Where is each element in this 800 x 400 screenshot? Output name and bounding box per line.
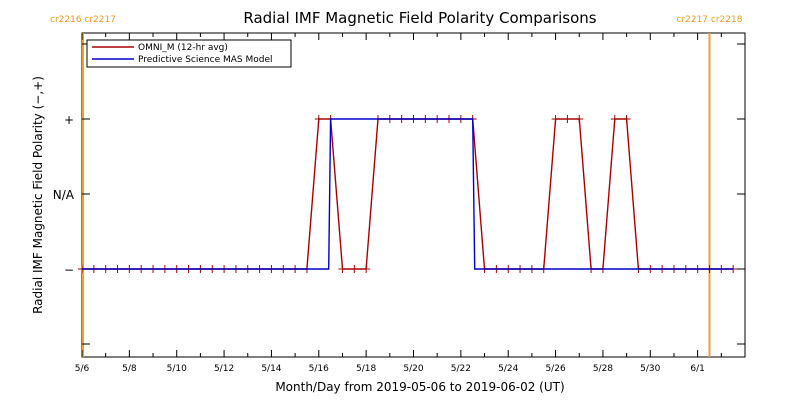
x-tick-label: 5/10 [167,364,187,374]
legend-label-omni: OMNI_M (12-hr avg) [138,43,228,53]
x-tick-label: 5/22 [451,364,471,374]
legend-label-mas: Predictive Science MAS Model [138,55,273,65]
x-tick-label: 5/30 [640,364,660,374]
x-tick-label: 5/20 [403,364,423,374]
carrington-label: cr2217 cr2218 [676,15,742,25]
chart-title: Radial IMF Magnetic Field Polarity Compa… [243,9,596,27]
x-tick-label: 5/18 [356,364,376,374]
legend: OMNI_M (12-hr avg) Predictive Science MA… [86,39,292,68]
carrington-markers: cr2216 cr2217 cr2217 cr2218 [50,15,743,357]
y-axis-label: Radial IMF Magnetic Field Polarity (−,+) [31,76,45,314]
series-layer [78,115,738,273]
x-tick-label: 5/26 [545,364,565,374]
x-tick-label: 5/24 [498,364,518,374]
y-tick-label: N/A [53,188,75,202]
x-tick-label: 5/6 [75,364,90,374]
x-tick-label: 5/12 [214,364,234,374]
y-tick-label: + [64,113,74,127]
x-axis-ticks: 5/6 5/8 5/10 5/12 5/14 5/16 5/18 5/20 5/22 5/24 5/… [75,33,722,374]
y-tick-label: − [64,263,74,277]
data-point [338,265,347,273]
x-tick-label: 5/28 [593,364,613,374]
x-tick-label: 5/14 [261,364,281,374]
data-point [622,115,631,123]
x-tick-label: 6/1 [690,364,704,374]
x-tick-label: 5/8 [122,364,137,374]
data-point [350,265,359,273]
data-point [362,265,371,273]
data-point [610,115,619,123]
data-point [314,115,323,123]
legend-box [86,39,292,68]
x-tick-label: 5/16 [309,364,329,374]
series-line-mas [82,118,734,270]
carrington-label: cr2216 cr2217 [50,15,116,25]
data-point [551,115,560,123]
data-point [563,115,572,123]
x-axis-label: Month/Day from 2019-05-06 to 2019-06-02 … [275,380,564,394]
data-point [575,115,584,123]
